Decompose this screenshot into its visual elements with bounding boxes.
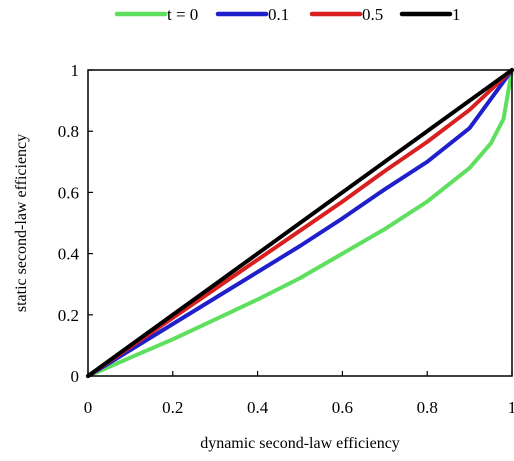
x-tick-label: 0.2 [162, 398, 183, 417]
y-tick-label: 0 [71, 367, 80, 386]
x-tick-label: 1 [508, 398, 514, 417]
y-axis-title: static second-law efficiency [13, 134, 30, 312]
y-tick-label: 1 [71, 61, 80, 80]
legend-label-3: 1 [452, 5, 461, 24]
x-tick-label: 0.6 [332, 398, 353, 417]
y-tick-label: 0.8 [58, 122, 79, 141]
legend-label-0: t = 0 [167, 5, 198, 24]
x-tick-label: 0.4 [247, 398, 269, 417]
axis-ticks: 0 0.2 0.4 0.6 0.8 1 0 0.2 0.4 0.6 0.8 1 [58, 61, 514, 417]
x-axis-title: dynamic second-law efficiency [200, 435, 400, 452]
y-tick-label: 0.2 [58, 306, 79, 325]
legend: t = 0 0.1 0.5 1 [114, 5, 461, 24]
x-tick-label: 0 [84, 398, 93, 417]
y-tick-label: 0.6 [58, 183, 79, 202]
x-tick-label: 0.8 [417, 398, 438, 417]
series-line-0 [86, 68, 514, 378]
plot-area-frame [87, 69, 513, 377]
series-line-3 [86, 68, 514, 378]
legend-label-2: 0.5 [362, 5, 383, 24]
y-tick-label: 0.4 [58, 245, 80, 264]
series-line-1 [86, 68, 514, 378]
series-layer [86, 68, 514, 378]
legend-label-1: 0.1 [268, 5, 289, 24]
series-line-2 [86, 68, 514, 378]
